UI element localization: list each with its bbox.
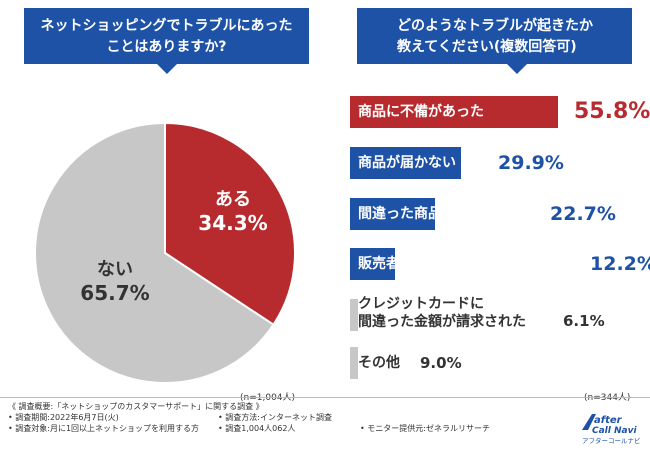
bar-value: 9.0% [420, 354, 462, 372]
footer-provider: • モニター提供元:ゼネラルリサーチ [360, 424, 490, 433]
bar-value: 6.1% [563, 312, 605, 330]
logo-mark-icon: after Call Navi アフターコールナビ [582, 414, 641, 445]
bar [350, 248, 395, 280]
bar [350, 147, 461, 179]
footer-method: • 調査方法:インターネット調査 [218, 413, 332, 422]
pie-label-no-category: ない [97, 259, 133, 280]
svg-text:アフターコールナビ: アフターコールナビ [582, 436, 641, 445]
footer-count: • 調査1,004人062人 [218, 424, 296, 433]
bar-label: 商品に不備があった [358, 104, 484, 120]
pie-label-no-value: 65.7% [80, 281, 150, 305]
pie-label-yes: ある 34.3% [188, 185, 278, 235]
left-question-text: ネットショッピングでトラブルにあったことはありますか? [40, 18, 293, 55]
left-question-banner: ネットショッピングでトラブルにあったことはありますか? [24, 8, 309, 74]
bar-label: その他 [358, 355, 400, 371]
bar-label: 間違った商品が届いた [358, 206, 498, 222]
right-question-line1: どのようなトラブルが起きたか [397, 18, 593, 34]
pie-label-yes-category: ある [215, 189, 251, 210]
bar-label: 販売者と連絡が取れない [358, 256, 512, 272]
bar-value: 55.8% [574, 99, 650, 124]
bar [350, 96, 558, 128]
pie-slice-no [34, 121, 275, 384]
bar-label: クレジットカードに 間違った金額が請求された [358, 296, 526, 330]
pie-label-no: ない 65.7% [80, 255, 150, 305]
right-question-banner: どのようなトラブルが起きたか 教えてください(複数回答可) [357, 8, 632, 74]
svg-text:Call Navi: Call Navi [592, 426, 637, 436]
footer-period: • 調査期間:2022年6月7日(火) [8, 413, 119, 422]
bar-value: 29.9% [498, 152, 564, 174]
bar [350, 299, 358, 331]
aftercall-navi-logo: after Call Navi アフターコールナビ [580, 408, 644, 446]
pie-chart [34, 121, 296, 384]
bar-sample-size: (n=344人) [584, 393, 631, 403]
right-question-line2: 教えてください(複数回答可) [397, 39, 577, 55]
footer-survey-title: 《 調査概要:「ネットショップのカスタマーサポート」に関する調査 》 [8, 402, 264, 411]
svg-text:after: after [594, 415, 623, 426]
bar [350, 347, 358, 379]
bar [350, 198, 435, 230]
footer-divider [0, 397, 650, 398]
bar-value: 12.2% [590, 253, 650, 275]
bar-value: 22.7% [550, 203, 616, 225]
footer-target: • 調査対象:月に1回以上ネットショップを利用する方 [8, 424, 200, 433]
pie-sample-size: (n=1,004人) [240, 393, 296, 403]
pie-label-yes-value: 34.3% [198, 211, 268, 235]
bar-label: 商品が届かない [358, 155, 456, 171]
